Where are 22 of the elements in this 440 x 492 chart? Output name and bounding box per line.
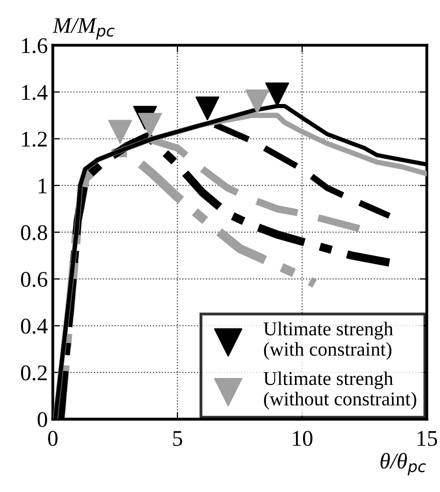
x-axis-title: θ/θ$_{pc}$ bbox=[380, 452, 426, 476]
y-axis-title: M/M$_{pc}$ bbox=[52, 18, 114, 40]
x-tick-label: 5 bbox=[173, 431, 182, 446]
x-tick-label: 0 bbox=[48, 430, 58, 446]
x-tick-label: 10 bbox=[292, 430, 312, 446]
y-tick-label: 0.8 bbox=[21, 225, 48, 240]
legend-label: Ultimate strengh (with constraint) bbox=[264, 322, 394, 360]
y-tick-label: 0.6 bbox=[21, 272, 48, 287]
y-tick-label: 0 bbox=[38, 412, 48, 428]
point bbox=[265, 82, 290, 106]
y-tick-label: 1.2 bbox=[22, 132, 47, 147]
x-tick-label: 15 bbox=[418, 431, 438, 446]
y-tick-label: 1.6 bbox=[22, 38, 48, 54]
point bbox=[108, 120, 132, 144]
y-tick-label: 1 bbox=[38, 178, 47, 194]
legend-label: Ultimate strengh (without constraint) bbox=[264, 371, 416, 410]
y-tick-label: 1.4 bbox=[22, 85, 48, 100]
y-tick-label: 0.4 bbox=[21, 318, 48, 334]
point bbox=[138, 112, 162, 137]
point bbox=[245, 89, 270, 114]
point bbox=[195, 96, 220, 120]
y-tick-label: 0.2 bbox=[21, 365, 47, 380]
